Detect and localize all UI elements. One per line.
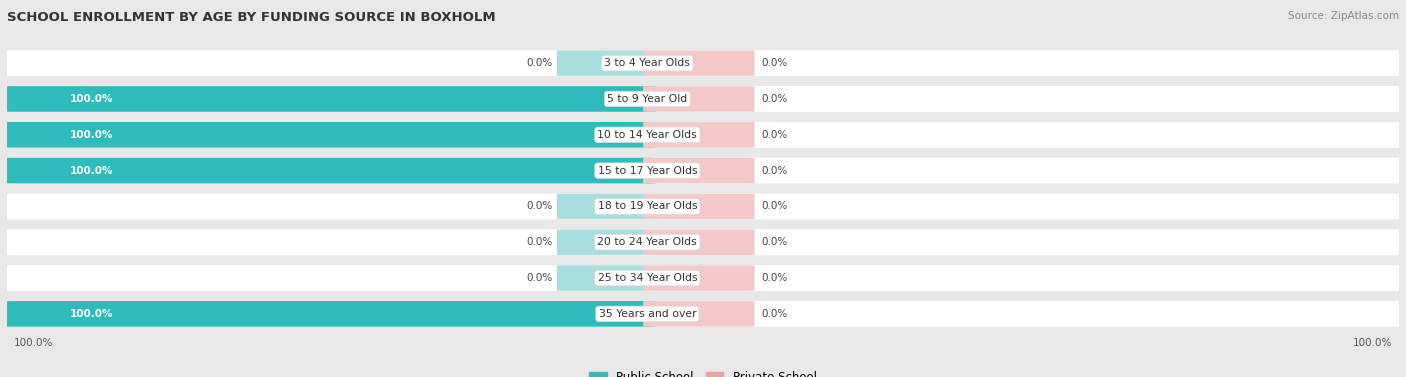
FancyBboxPatch shape [557, 194, 647, 219]
FancyBboxPatch shape [3, 86, 655, 112]
Text: 25 to 34 Year Olds: 25 to 34 Year Olds [598, 273, 697, 283]
Text: 100.0%: 100.0% [70, 130, 112, 140]
FancyBboxPatch shape [643, 122, 755, 147]
Text: 5 to 9 Year Old: 5 to 9 Year Old [607, 94, 688, 104]
Text: 0.0%: 0.0% [762, 201, 787, 211]
FancyBboxPatch shape [0, 265, 1406, 291]
FancyBboxPatch shape [557, 230, 647, 255]
Text: 0.0%: 0.0% [762, 58, 787, 68]
Text: SCHOOL ENROLLMENT BY AGE BY FUNDING SOURCE IN BOXHOLM: SCHOOL ENROLLMENT BY AGE BY FUNDING SOUR… [7, 11, 496, 24]
FancyBboxPatch shape [0, 122, 1406, 148]
FancyBboxPatch shape [643, 301, 755, 326]
FancyBboxPatch shape [0, 158, 1406, 184]
Text: 0.0%: 0.0% [526, 237, 553, 247]
Text: 3 to 4 Year Olds: 3 to 4 Year Olds [605, 58, 690, 68]
FancyBboxPatch shape [643, 230, 755, 255]
FancyBboxPatch shape [3, 158, 655, 184]
Text: 15 to 17 Year Olds: 15 to 17 Year Olds [598, 166, 697, 176]
FancyBboxPatch shape [643, 158, 755, 183]
FancyBboxPatch shape [643, 265, 755, 291]
Text: 100.0%: 100.0% [70, 309, 112, 319]
FancyBboxPatch shape [0, 193, 1406, 219]
Text: 0.0%: 0.0% [526, 201, 553, 211]
Text: 18 to 19 Year Olds: 18 to 19 Year Olds [598, 201, 697, 211]
FancyBboxPatch shape [3, 122, 655, 148]
Text: 0.0%: 0.0% [762, 237, 787, 247]
Text: 100.0%: 100.0% [14, 338, 53, 348]
Text: 20 to 24 Year Olds: 20 to 24 Year Olds [598, 237, 697, 247]
FancyBboxPatch shape [0, 301, 1406, 327]
Text: 0.0%: 0.0% [526, 273, 553, 283]
FancyBboxPatch shape [557, 51, 647, 76]
Text: 0.0%: 0.0% [762, 166, 787, 176]
FancyBboxPatch shape [0, 86, 1406, 112]
Text: 0.0%: 0.0% [762, 309, 787, 319]
FancyBboxPatch shape [0, 229, 1406, 255]
Text: 100.0%: 100.0% [70, 166, 112, 176]
FancyBboxPatch shape [643, 194, 755, 219]
FancyBboxPatch shape [3, 301, 655, 327]
Text: 100.0%: 100.0% [1353, 338, 1392, 348]
Text: 100.0%: 100.0% [70, 94, 112, 104]
Text: 0.0%: 0.0% [526, 58, 553, 68]
FancyBboxPatch shape [0, 50, 1406, 76]
Text: 0.0%: 0.0% [762, 94, 787, 104]
FancyBboxPatch shape [643, 86, 755, 112]
FancyBboxPatch shape [557, 265, 647, 291]
Text: Source: ZipAtlas.com: Source: ZipAtlas.com [1288, 11, 1399, 21]
Legend: Public School, Private School: Public School, Private School [585, 366, 821, 377]
Text: 10 to 14 Year Olds: 10 to 14 Year Olds [598, 130, 697, 140]
Text: 0.0%: 0.0% [762, 273, 787, 283]
Text: 35 Years and over: 35 Years and over [599, 309, 696, 319]
FancyBboxPatch shape [643, 51, 755, 76]
Text: 0.0%: 0.0% [762, 130, 787, 140]
